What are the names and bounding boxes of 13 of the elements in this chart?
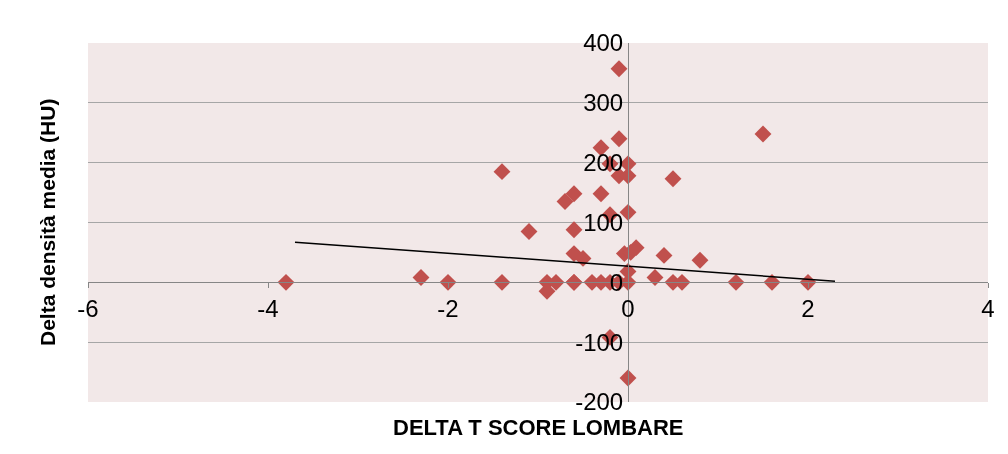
- y-tick-label: 400: [583, 29, 624, 57]
- y-tick-label: 0: [609, 268, 624, 296]
- x-tick-label: 2: [801, 295, 815, 323]
- y-tick-label: 300: [583, 89, 624, 117]
- x-tick-label: 4: [981, 295, 995, 323]
- y-tick-label: 100: [583, 208, 624, 236]
- x-tick-label: -2: [437, 295, 459, 323]
- y-axis-title: Delta densità media (HU): [36, 98, 59, 346]
- x-axis-title: DELTA T SCORE LOMBARE: [393, 415, 684, 440]
- y-tick-label: -200: [575, 388, 624, 416]
- x-tick-label: -6: [77, 295, 99, 323]
- y-tick-label: -100: [575, 328, 624, 356]
- x-tick-label: -4: [257, 295, 279, 323]
